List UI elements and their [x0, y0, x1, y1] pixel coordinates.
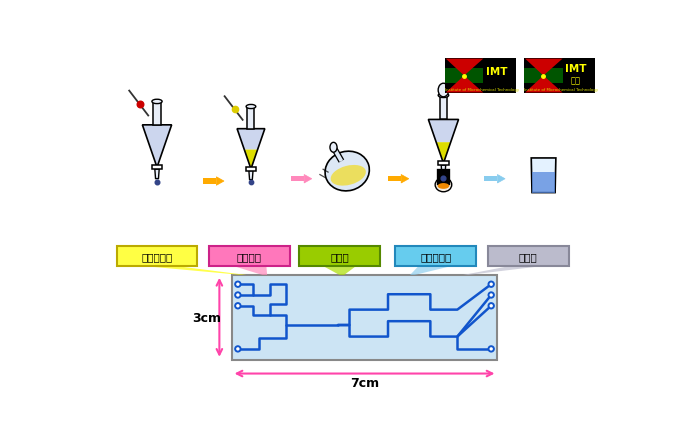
- Polygon shape: [323, 266, 356, 276]
- Text: IMT: IMT: [566, 64, 587, 74]
- Ellipse shape: [489, 293, 494, 298]
- Polygon shape: [498, 175, 505, 184]
- Polygon shape: [436, 143, 451, 164]
- Polygon shape: [532, 173, 555, 193]
- Text: 台灣: 台灣: [571, 76, 581, 85]
- Bar: [209, 246, 290, 266]
- Ellipse shape: [489, 282, 494, 287]
- Ellipse shape: [235, 346, 241, 352]
- Polygon shape: [441, 166, 446, 176]
- Bar: [388, 177, 401, 182]
- Polygon shape: [525, 60, 563, 76]
- Bar: [248, 107, 254, 129]
- Text: 洗淨、分離: 洗淨、分離: [420, 251, 452, 261]
- Ellipse shape: [438, 94, 449, 99]
- Text: 檢　測: 檢 測: [519, 251, 538, 261]
- Bar: [152, 166, 162, 170]
- Bar: [445, 59, 516, 94]
- Ellipse shape: [330, 143, 337, 153]
- Bar: [153, 102, 161, 126]
- Bar: [246, 168, 256, 171]
- Polygon shape: [249, 171, 253, 180]
- Polygon shape: [446, 60, 483, 76]
- Bar: [117, 246, 197, 266]
- Text: Institute of Microchemical Technology: Institute of Microchemical Technology: [524, 88, 598, 92]
- Bar: [299, 246, 380, 266]
- Polygon shape: [140, 266, 246, 276]
- Bar: [524, 59, 595, 94]
- Bar: [440, 96, 447, 120]
- Bar: [484, 177, 498, 182]
- Text: Institute of Microchemical Technology: Institute of Microchemical Technology: [444, 88, 519, 92]
- Ellipse shape: [330, 166, 366, 186]
- Text: 萃　取: 萃 取: [330, 251, 349, 261]
- Polygon shape: [410, 266, 453, 276]
- Ellipse shape: [435, 178, 452, 192]
- Ellipse shape: [152, 100, 162, 104]
- Bar: [203, 179, 216, 184]
- Bar: [524, 69, 563, 84]
- Polygon shape: [446, 76, 483, 93]
- Ellipse shape: [235, 304, 241, 309]
- Ellipse shape: [235, 282, 241, 287]
- Ellipse shape: [438, 184, 449, 189]
- Polygon shape: [232, 266, 267, 276]
- Bar: [291, 177, 304, 182]
- Bar: [488, 246, 568, 266]
- Polygon shape: [216, 177, 224, 186]
- Text: 7cm: 7cm: [350, 376, 379, 389]
- Ellipse shape: [325, 152, 370, 191]
- Polygon shape: [155, 170, 159, 179]
- Polygon shape: [525, 76, 563, 93]
- Polygon shape: [237, 129, 265, 150]
- Polygon shape: [244, 150, 258, 170]
- Polygon shape: [463, 266, 545, 276]
- Bar: [445, 69, 483, 84]
- Polygon shape: [304, 175, 312, 184]
- Polygon shape: [401, 175, 409, 184]
- Bar: [438, 162, 449, 166]
- Ellipse shape: [489, 346, 494, 352]
- Ellipse shape: [246, 105, 256, 110]
- Text: 混和、反應: 混和、反應: [141, 251, 173, 261]
- Polygon shape: [142, 126, 172, 168]
- Ellipse shape: [489, 304, 494, 309]
- Text: 兩相混合: 兩相混合: [237, 251, 262, 261]
- Text: IMT: IMT: [486, 67, 508, 77]
- Ellipse shape: [235, 293, 241, 298]
- Text: 3cm: 3cm: [193, 311, 222, 324]
- Polygon shape: [531, 159, 556, 193]
- Bar: [395, 246, 476, 266]
- Polygon shape: [428, 120, 458, 143]
- Ellipse shape: [438, 84, 449, 98]
- Bar: [232, 276, 497, 360]
